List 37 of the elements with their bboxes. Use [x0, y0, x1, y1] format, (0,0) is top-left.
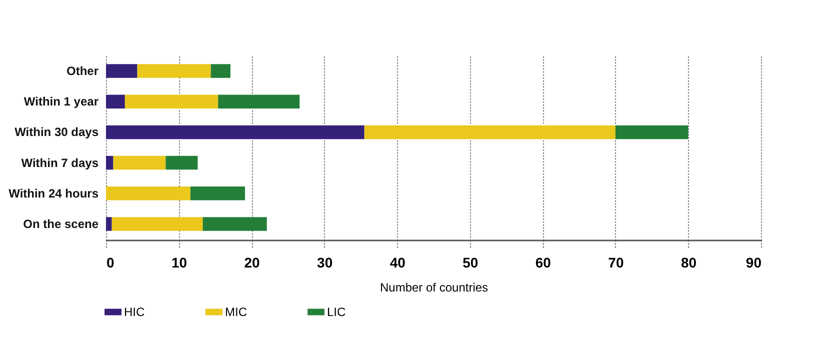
bar — [166, 156, 198, 170]
bar — [106, 64, 138, 78]
x-tick-label: 30 — [317, 254, 333, 270]
y-tick-label: Other — [66, 64, 99, 78]
legend-label: HIC — [124, 305, 145, 319]
bar — [210, 64, 230, 78]
y-tick-label: Within 7 days — [21, 156, 99, 170]
y-tick-label: On the scene — [23, 216, 99, 231]
bar — [137, 64, 211, 78]
x-tick-label: 70 — [608, 254, 624, 270]
bar — [106, 217, 112, 231]
x-tick-label: 80 — [680, 254, 697, 270]
bar — [106, 186, 190, 200]
bar — [106, 156, 114, 170]
y-tick-label: Within 1 year — [24, 94, 99, 109]
bar — [202, 217, 267, 231]
x-tick-label: 50 — [462, 254, 478, 270]
bar — [106, 125, 364, 140]
x-tick-label: 90 — [746, 254, 762, 270]
bar — [190, 186, 246, 200]
bar — [113, 156, 166, 170]
bar — [124, 94, 218, 109]
legend-label: MIC — [225, 305, 248, 319]
bar — [218, 94, 300, 109]
x-tick-label: 40 — [390, 254, 406, 270]
y-tick-label: Within 24 hours — [8, 186, 99, 200]
x-tick-label: 60 — [535, 254, 552, 270]
x-axis-title: Number of countries — [380, 280, 488, 294]
y-tick-label: Within 30 days — [14, 125, 99, 140]
bar — [106, 94, 125, 109]
x-tick-label: 0 — [106, 254, 114, 270]
x-tick-label: 20 — [244, 254, 260, 270]
bar — [615, 125, 688, 140]
bar — [364, 125, 616, 140]
legend-label: LIC — [327, 305, 346, 319]
x-tick-label: 10 — [171, 254, 188, 270]
bar — [112, 217, 203, 231]
